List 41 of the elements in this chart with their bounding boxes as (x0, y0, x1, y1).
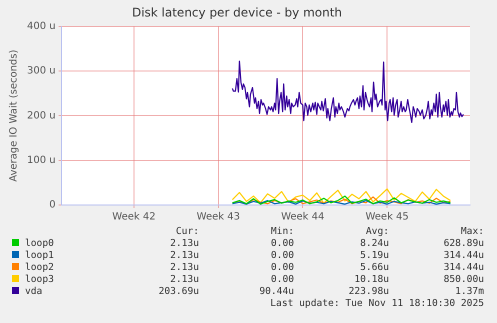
x-tick-label: Week 43 (196, 212, 240, 223)
text: Cur: (174, 226, 199, 238)
text: 2.13u (169, 250, 199, 262)
text: 0.00 (270, 262, 294, 274)
y-tick-label: 400 u (26, 20, 56, 32)
text: 2.13u (169, 274, 199, 286)
x-tick-label: Week 45 (365, 212, 409, 223)
legend-label: loop2 (24, 262, 55, 274)
y-tick-label: 100 u (26, 154, 56, 166)
legend-label: loop3 (24, 274, 55, 286)
y-tick-label: 200 u (26, 110, 56, 122)
text: 8.24u (359, 238, 389, 250)
text: 5.19u (359, 250, 389, 262)
legend-label: loop1 (24, 250, 55, 262)
text: 628.89u (442, 238, 484, 250)
x-tick-label: Week 44 (281, 212, 324, 223)
text: 0.00 (270, 274, 294, 286)
x-tick-label: Week 42 (112, 212, 156, 223)
text: 223.98u (348, 286, 389, 298)
text: 10.18u (353, 274, 389, 286)
text: 90.44u (258, 286, 294, 298)
text: Max: (460, 226, 484, 238)
text: Min: (270, 226, 294, 238)
legend-label: loop0 (24, 238, 55, 250)
text: 850.00u (442, 274, 484, 286)
legend-label: vda (24, 286, 44, 298)
text: 2.13u (169, 238, 199, 250)
text: 0.00 (270, 250, 294, 262)
text: 5.66u (359, 262, 389, 274)
y-axis-title: Average IO Wait (seconds) (8, 50, 20, 182)
y-tick-label: 0 (49, 200, 56, 211)
text: Avg: (364, 226, 389, 238)
text: 314.44u (442, 250, 484, 262)
text: 2.13u (169, 262, 199, 274)
chart-title: Disk latency per device - by month (132, 5, 342, 20)
y-tick-label: 300 u (26, 66, 56, 77)
text: 203.69u (158, 286, 199, 298)
text: Last update: Tue Nov 11 18:10:30 2025 (269, 298, 484, 310)
text: 314.44u (442, 262, 484, 274)
text: 1.37m (454, 286, 484, 298)
text: 0.00 (270, 238, 294, 250)
